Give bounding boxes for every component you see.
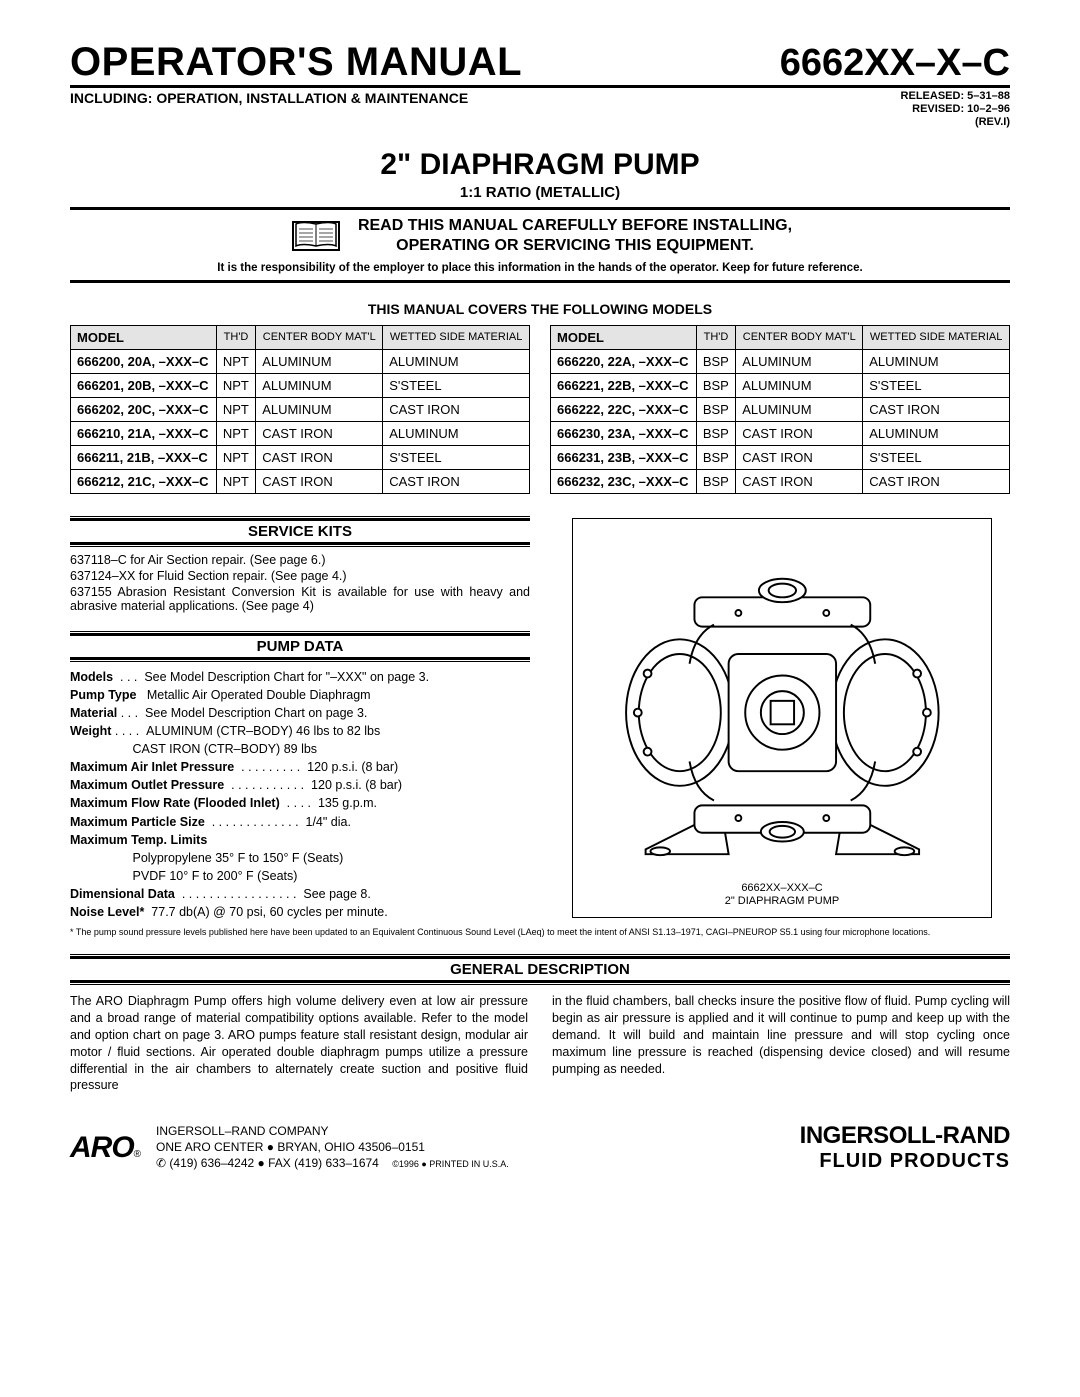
col-wetted: WETTED SIDE MATERIAL bbox=[383, 325, 530, 349]
pump-illustration-icon bbox=[587, 527, 978, 879]
product-title: 2" DIAPHRAGM PUMP bbox=[70, 148, 1010, 182]
print-info: ©1996 ● PRINTED IN U.S.A. bbox=[392, 1159, 509, 1169]
table-row: 666200, 20A, –XXX–CNPTALUMINUMALUMINUM bbox=[71, 349, 530, 373]
spec-row: Polypropylene 35° F to 150° F (Seats) bbox=[70, 849, 530, 867]
spec-row: Maximum Particle Size . . . . . . . . . … bbox=[70, 813, 530, 831]
fluid-products-label: FLUID PRODUCTS bbox=[800, 1150, 1010, 1173]
general-description-heading: GENERAL DESCRIPTION bbox=[70, 956, 1010, 983]
table-row: 666201, 20B, –XXX–CNPTALUMINUMS'STEEL bbox=[71, 373, 530, 397]
spec-row: Maximum Air Inlet Pressure . . . . . . .… bbox=[70, 758, 530, 776]
manual-icon bbox=[288, 216, 344, 256]
pump-data-heading: PUMP DATA bbox=[70, 633, 530, 660]
table-row: 666232, 23C, –XXX–CBSPCAST IRONCAST IRON bbox=[551, 469, 1010, 493]
subtitle: INCLUDING: OPERATION, INSTALLATION & MAI… bbox=[70, 90, 468, 130]
model-code: 6662XX–X–C bbox=[780, 42, 1010, 85]
spec-row: CAST IRON (CTR–BODY) 89 lbs bbox=[70, 740, 530, 758]
product-subtitle: 1:1 RATIO (METALLIC) bbox=[70, 184, 1010, 201]
service-kits-heading: SERVICE KITS bbox=[70, 518, 530, 545]
table-row: 666231, 23B, –XXX–CBSPCAST IRONS'STEEL bbox=[551, 445, 1010, 469]
spec-row: PVDF 10° F to 200° F (Seats) bbox=[70, 867, 530, 885]
col-thd: TH'D bbox=[216, 325, 255, 349]
spec-row: Dimensional Data . . . . . . . . . . . .… bbox=[70, 885, 530, 903]
spec-row: Maximum Temp. Limits bbox=[70, 831, 530, 849]
table-row: 666222, 22C, –XXX–CBSPALUMINUMCAST IRON bbox=[551, 397, 1010, 421]
col-wetted: WETTED SIDE MATERIAL bbox=[863, 325, 1010, 349]
col-model: MODEL bbox=[551, 325, 697, 349]
kit-line: 637155 Abrasion Resistant Conversion Kit… bbox=[70, 585, 530, 613]
revision: (REV.I) bbox=[901, 116, 1010, 129]
spec-row: Pump Type Metallic Air Operated Double D… bbox=[70, 686, 530, 704]
spec-row: Weight . . . . ALUMINUM (CTR–BODY) 46 lb… bbox=[70, 722, 530, 740]
company-name: INGERSOLL–RAND COMPANY bbox=[156, 1124, 509, 1140]
kit-line: 637118–C for Air Section repair. (See pa… bbox=[70, 553, 530, 567]
figure-caption-2: 2" DIAPHRAGM PUMP bbox=[725, 895, 840, 908]
warning-line1: READ THIS MANUAL CAREFULLY BEFORE INSTAL… bbox=[358, 216, 792, 236]
spec-row: Models . . . See Model Description Chart… bbox=[70, 668, 530, 686]
col-model: MODEL bbox=[71, 325, 217, 349]
company-phone: ✆ (419) 636–4242 ● FAX (419) 633–1674 bbox=[156, 1156, 379, 1170]
warning-line2: OPERATING OR SERVICING THIS EQUIPMENT. bbox=[358, 236, 792, 256]
col-body: CENTER BODY MAT'L bbox=[256, 325, 383, 349]
company-address: ONE ARO CENTER ● BRYAN, OHIO 43506–0151 bbox=[156, 1140, 509, 1156]
table-row: 666210, 21A, –XXX–CNPTCAST IRONALUMINUM bbox=[71, 421, 530, 445]
table-row: 666212, 21C, –XXX–CNPTCAST IRONCAST IRON bbox=[71, 469, 530, 493]
spec-row: Maximum Outlet Pressure . . . . . . . . … bbox=[70, 776, 530, 794]
figure-caption-1: 6662XX–XXX–C bbox=[725, 882, 840, 895]
models-heading: THIS MANUAL COVERS THE FOLLOWING MODELS bbox=[70, 301, 1010, 317]
kit-line: 637124–XX for Fluid Section repair. (See… bbox=[70, 569, 530, 583]
table-row: 666221, 22B, –XXX–CBSPALUMINUMS'STEEL bbox=[551, 373, 1010, 397]
models-table-right: MODEL TH'D CENTER BODY MAT'L WETTED SIDE… bbox=[550, 325, 1010, 494]
pump-figure: 6662XX–XXX–C 2" DIAPHRAGM PUMP bbox=[572, 518, 992, 918]
aro-logo: ARO® bbox=[70, 1131, 140, 1165]
table-row: 666211, 21B, –XXX–CNPTCAST IRONS'STEEL bbox=[71, 445, 530, 469]
revised-date: REVISED: 10–2–96 bbox=[901, 103, 1010, 116]
spec-row: Noise Level* 77.7 db(A) @ 70 psi, 60 cyc… bbox=[70, 903, 530, 921]
responsibility-note: It is the responsibility of the employer… bbox=[70, 262, 1010, 274]
table-row: 666220, 22A, –XXX–CBSPALUMINUMALUMINUM bbox=[551, 349, 1010, 373]
spec-row: Material . . . See Model Description Cha… bbox=[70, 704, 530, 722]
table-row: 666230, 23A, –XXX–CBSPCAST IRONALUMINUM bbox=[551, 421, 1010, 445]
general-col-left: The ARO Diaphragm Pump offers high volum… bbox=[70, 993, 528, 1094]
models-table-left: MODEL TH'D CENTER BODY MAT'L WETTED SIDE… bbox=[70, 325, 530, 494]
col-thd: TH'D bbox=[696, 325, 735, 349]
manual-title: OPERATOR'S MANUAL bbox=[70, 40, 522, 85]
general-col-right: in the fluid chambers, ball checks insur… bbox=[552, 993, 1010, 1094]
released-date: RELEASED: 5–31–88 bbox=[901, 90, 1010, 103]
spec-row: Maximum Flow Rate (Flooded Inlet) . . . … bbox=[70, 794, 530, 812]
noise-footnote: * The pump sound pressure levels publish… bbox=[70, 927, 1010, 938]
ingersoll-rand-logo: INGERSOLL-RAND bbox=[800, 1122, 1010, 1150]
table-row: 666202, 20C, –XXX–CNPTALUMINUMCAST IRON bbox=[71, 397, 530, 421]
col-body: CENTER BODY MAT'L bbox=[736, 325, 863, 349]
